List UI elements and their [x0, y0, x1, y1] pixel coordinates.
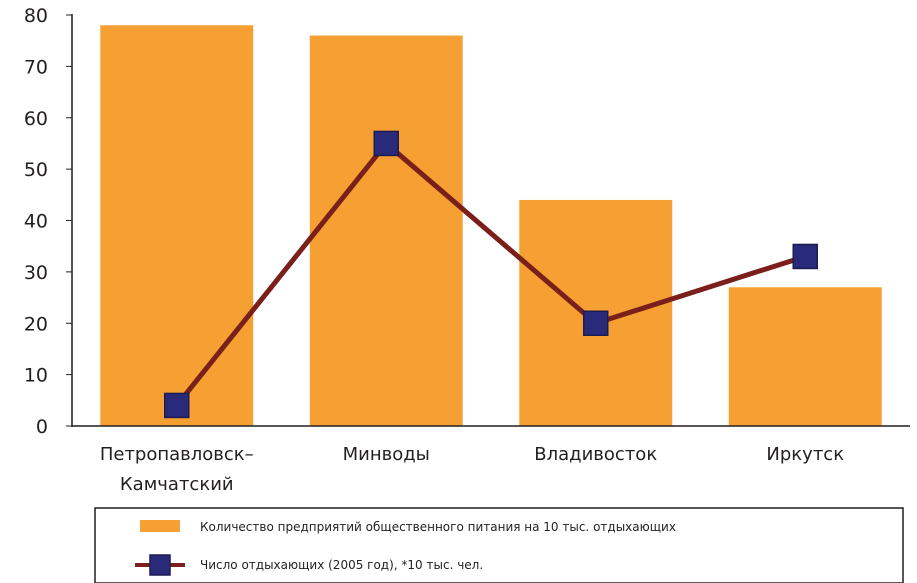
series-line — [174, 140, 807, 408]
y-tick-label: 30 — [24, 262, 48, 284]
legend-label-bar: Количество предприятий общественного пит… — [200, 520, 676, 534]
bar — [100, 25, 254, 427]
x-tick-label: Камчатский — [120, 474, 234, 495]
x-tick-label: Петропавловск– — [100, 444, 254, 465]
line-point-marker — [164, 392, 190, 419]
y-tick-label: 50 — [24, 159, 48, 181]
line-series — [164, 130, 818, 419]
bar — [309, 35, 463, 427]
y-tick-label: 40 — [24, 211, 48, 233]
x-tick-label: Минводы — [343, 444, 430, 465]
bar — [728, 287, 882, 426]
y-tick-label: 0 — [36, 416, 48, 438]
x-tick-labels: Петропавловск– Камчатский Минводы Владивост… — [100, 444, 844, 495]
y-tick-label: 80 — [24, 5, 48, 27]
line-point-marker — [373, 130, 399, 157]
y-tick-label: 70 — [24, 56, 48, 78]
y-tick-label: 60 — [24, 108, 48, 130]
legend-swatch-bar — [140, 520, 180, 532]
x-tick-label: Владивосток — [534, 444, 657, 465]
line-point-marker — [583, 310, 609, 336]
legend-swatch-marker — [149, 554, 171, 576]
y-tick-labels: 0 10 20 30 40 50 60 70 80 — [24, 5, 72, 438]
legend-box — [94, 507, 904, 583]
legend: Количество предприятий общественного пит… — [94, 507, 904, 583]
legend-label-line: Число отдыхающих (2005 год), *10 тыс. че… — [200, 558, 483, 572]
x-tick-label: Иркутск — [766, 444, 844, 465]
y-tick-label: 10 — [24, 365, 48, 387]
line-point-marker — [792, 243, 818, 270]
y-tick-label: 20 — [24, 313, 48, 335]
bar-series — [100, 25, 882, 427]
